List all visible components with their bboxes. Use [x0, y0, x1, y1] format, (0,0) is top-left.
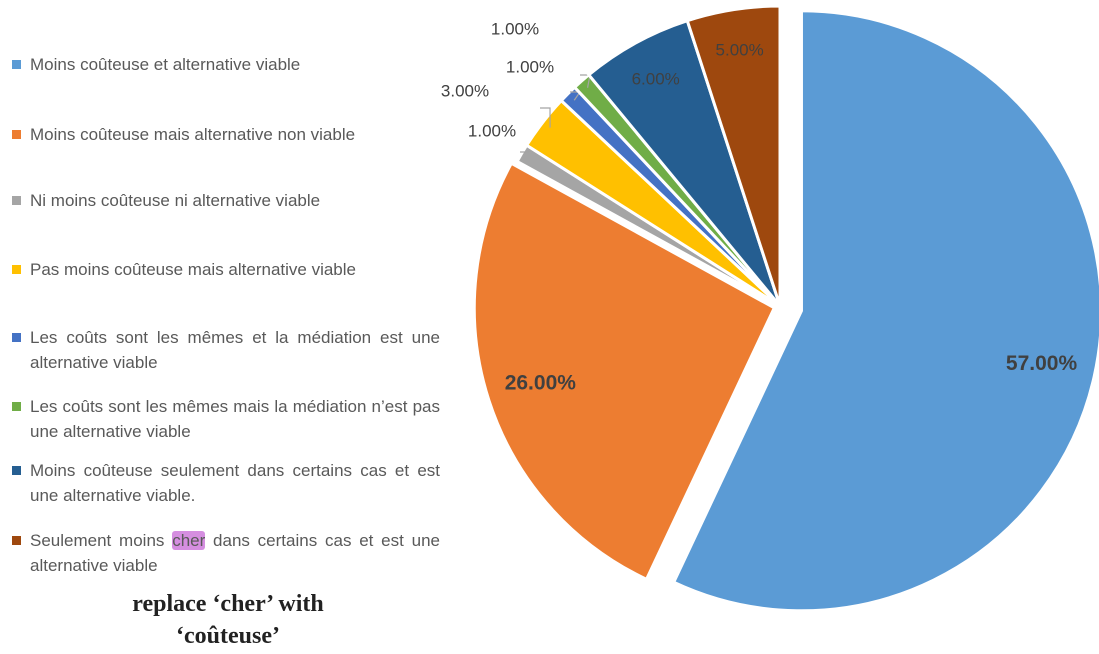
pie-slice — [472, 161, 777, 582]
data-label: 26.00% — [505, 371, 577, 394]
data-label: 5.00% — [716, 41, 764, 60]
legend-swatch — [12, 333, 21, 342]
annotation: replace ‘cher’ with ‘coûteuse’ — [132, 591, 324, 649]
legend-swatch — [12, 402, 21, 411]
legend-item: Pas moins coûteuse mais alternative viab… — [12, 257, 440, 282]
legend-swatch — [12, 265, 21, 274]
legend-swatch — [12, 466, 21, 475]
highlight: cher — [172, 531, 206, 550]
legend-item: Les coûts sont les mêmes et la médiation… — [12, 325, 440, 375]
legend-item: Moins coûteuse et alternative viable — [12, 52, 440, 77]
leader-line — [520, 151, 531, 158]
legend-swatch — [12, 196, 21, 205]
legend-swatch — [12, 130, 21, 139]
data-label: 1.00% — [491, 19, 539, 38]
data-label: 3.00% — [441, 81, 489, 100]
data-label: 1.00% — [506, 57, 554, 76]
data-label: 1.00% — [468, 121, 516, 140]
legend-swatch — [12, 536, 21, 545]
legend-item: Moins coûteuse seulement dans certains c… — [12, 458, 440, 508]
legend-item: Seulement moins cher dans certains cas e… — [12, 528, 440, 578]
pie-slice — [671, 9, 1099, 613]
data-label: 6.00% — [632, 69, 680, 88]
legend-swatch — [12, 60, 21, 69]
pie-slice — [685, 4, 782, 307]
data-label: 57.00% — [1006, 352, 1078, 375]
legend-item: Ni moins coûteuse ni alternative viable — [12, 188, 440, 213]
leader-line — [540, 107, 551, 128]
legend-item: Les coûts sont les mêmes mais la médiati… — [12, 394, 440, 444]
legend-item: Moins coûteuse mais alternative non viab… — [12, 122, 440, 147]
